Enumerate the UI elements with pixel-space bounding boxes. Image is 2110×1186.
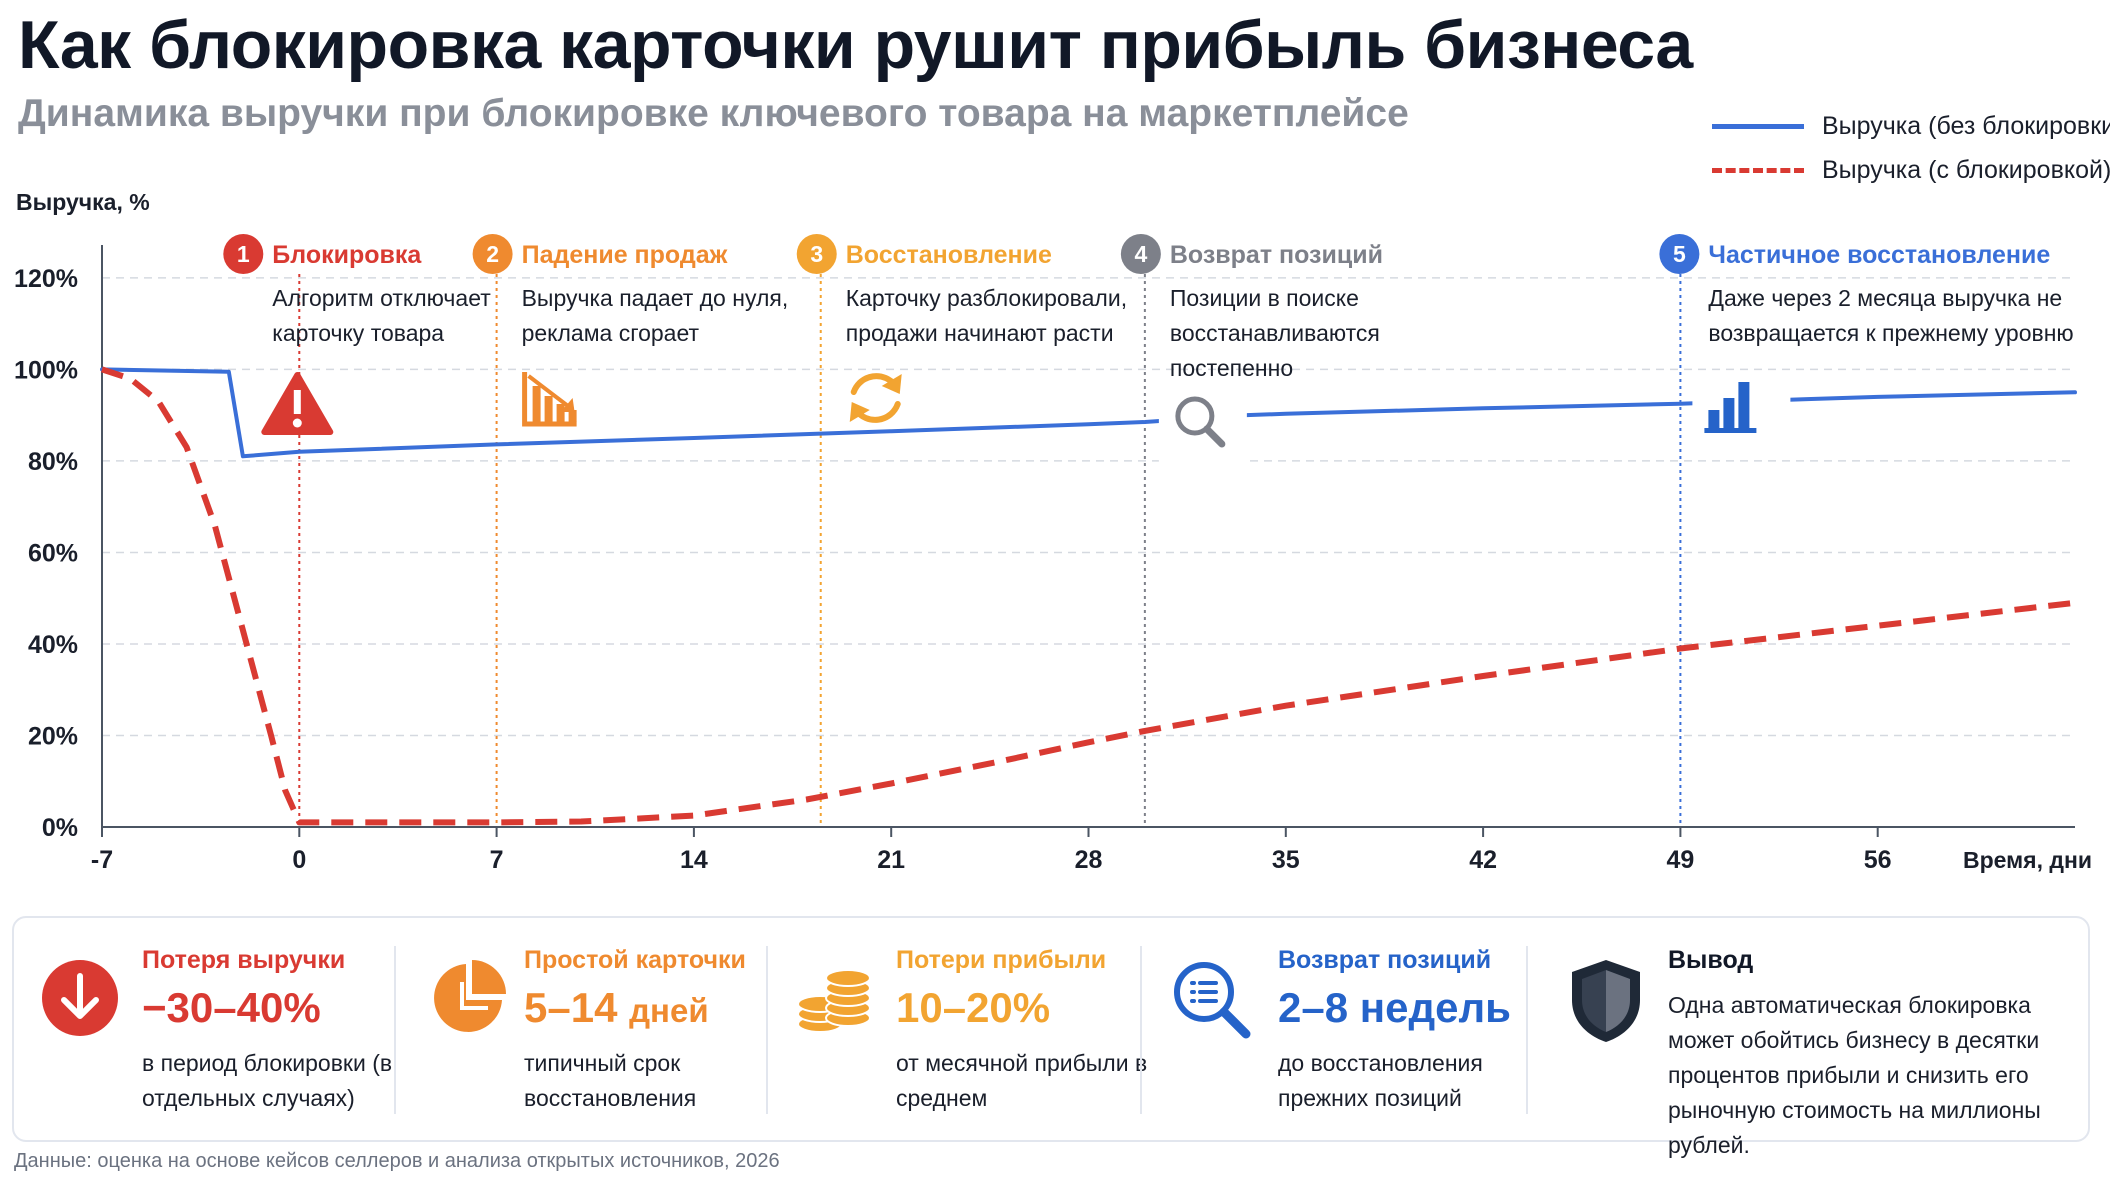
event-description-line: постепенно <box>1170 355 1293 381</box>
event-description-line: Позиции в поиске <box>1170 285 1359 311</box>
event-number: 4 <box>1134 241 1147 267</box>
page-title: Как блокировка карточки рушит прибыль би… <box>18 7 1693 83</box>
card-revenue-loss-text: в период блокировки (в отдельных случаях… <box>142 1050 393 1111</box>
card-downtime-text: типичный срок восстановления <box>524 1050 697 1111</box>
card-conclusion-title: Вывод <box>1668 946 1754 974</box>
event-title: Возврат позиций <box>1170 241 1383 269</box>
x-tick-label: 35 <box>1272 846 1300 874</box>
legend-swatch-solid <box>1712 123 1804 129</box>
x-tick-label: 7 <box>490 846 504 874</box>
arrow-down-icon <box>42 960 118 1036</box>
x-tick-label: 28 <box>1075 846 1103 874</box>
card-revenue-loss: Потеря выручки −30–40% в период блокиров… <box>14 918 394 1144</box>
x-tick-label: 21 <box>877 846 905 874</box>
card-position-return-text: до восстановления прежних позиций <box>1278 1050 1483 1111</box>
event-description-line: Даже через 2 месяца выручка не <box>1708 285 2062 311</box>
event-title: Частичное восстановление <box>1708 241 2050 269</box>
event-number-badge <box>1120 234 1161 274</box>
y-axis-title: Выручка, % <box>16 189 150 215</box>
shield-icon <box>1572 960 1640 1042</box>
card-conclusion: Вывод Одна автоматическая блокировка мож… <box>1528 918 2088 1158</box>
search-list-icon <box>1174 962 1251 1039</box>
bar-chart-icon <box>1692 380 1791 438</box>
event-description-line: продажи начинают расти <box>846 320 1114 346</box>
summary-cards-panel: Потеря выручки −30–40% в период блокиров… <box>12 916 2090 1158</box>
card-downtime-value: 5–14 дней <box>524 984 709 1032</box>
event-title: Падение продаж <box>522 241 728 269</box>
search-icon <box>1158 384 1247 464</box>
x-tick-label: 42 <box>1469 846 1497 874</box>
revenue-line-chart: Выручка, %0%20%40%60%80%100%120%-7 0 7 14 21… <box>14 189 2092 874</box>
y-tick-label: 0% <box>42 814 78 842</box>
card-divider <box>1140 946 1142 1114</box>
event-description-line: карточку товара <box>272 320 444 346</box>
x-tick-label: 49 <box>1666 846 1694 874</box>
card-downtime-title: Простой карточки <box>524 946 746 974</box>
y-tick-label: 40% <box>28 631 78 659</box>
x-tick-label: 14 <box>680 846 708 874</box>
series-line-blocked <box>101 366 2076 826</box>
event-description-line: Выручка падает до нуля, <box>522 285 789 311</box>
y-tick-label: 80% <box>28 448 78 476</box>
card-downtime: Простой карточки 5–14 дней типичный срок… <box>396 918 766 1144</box>
declining-chart-icon <box>522 372 577 427</box>
x-tick-label: 0 <box>292 846 306 874</box>
event-number: 3 <box>810 241 823 267</box>
event-number-badge <box>223 234 264 274</box>
event-number: 1 <box>237 241 250 267</box>
source-note: Данные: оценка на основе кейсов селлеров… <box>14 1150 780 1172</box>
warning-icon <box>261 372 334 435</box>
x-axis-title: Время, дни <box>1963 847 2092 873</box>
event-title: Восстановление <box>846 241 1052 269</box>
card-divider <box>766 946 768 1114</box>
pie-chart-icon <box>434 960 506 1032</box>
card-profit-loss: Потери прибыли 10–20% от месячной прибыл… <box>768 918 1147 1144</box>
card-profit-loss-title: Потери прибыли <box>896 946 1107 974</box>
event-number: 5 <box>1673 241 1686 267</box>
event-title: Блокировка <box>272 241 422 269</box>
x-tick-label: -7 <box>91 846 113 874</box>
card-divider <box>394 946 396 1114</box>
event-description-line: восстанавливаются <box>1170 320 1380 346</box>
card-revenue-loss-title: Потеря выручки <box>142 946 346 974</box>
y-tick-label: 60% <box>28 539 78 567</box>
event-description-line: Карточку разблокировали, <box>846 285 1127 311</box>
refresh-icon <box>849 373 902 423</box>
card-divider <box>1526 946 1528 1114</box>
legend-item-dashed: Выручка (с блокировкой) <box>1712 148 2110 192</box>
card-conclusion-text: Одна автоматическая блокировка может обо… <box>1668 992 2041 1158</box>
coins-icon <box>797 969 871 1033</box>
event-description-line: Алгоритм отключает <box>272 285 491 311</box>
chart-legend: Выручка (без блокировки) Выручка (с блок… <box>1712 104 2110 192</box>
card-profit-loss-text: от месячной прибыли в среднем <box>896 1050 1148 1111</box>
event-number-badge <box>472 234 513 274</box>
page-subtitle: Динамика выручки при блокировке ключевог… <box>18 92 1409 135</box>
event-number-badge <box>1659 234 1700 274</box>
card-position-return: Возврат позиций 2–8 недель до восстановл… <box>1142 918 1526 1144</box>
event-description-line: реклама сгорает <box>522 320 700 346</box>
event-description-line: возвращается к прежнему уровню <box>1708 320 2073 346</box>
card-position-return-value: 2–8 недель <box>1278 984 1511 1031</box>
x-tick-label: 56 <box>1864 846 1892 874</box>
card-position-return-title: Возврат позиций <box>1278 946 1492 974</box>
y-tick-label: 20% <box>28 722 78 750</box>
legend-label-dashed: Выручка (с блокировкой) <box>1822 155 2110 184</box>
card-downtime-unit: дней <box>629 992 709 1029</box>
y-tick-label: 120% <box>14 265 78 293</box>
card-revenue-loss-value: −30–40% <box>142 984 321 1031</box>
y-tick-label: 100% <box>14 356 78 384</box>
legend-label-solid: Выручка (без блокировки) <box>1822 111 2110 140</box>
event-number-badge <box>796 234 837 274</box>
legend-swatch-dashed <box>1712 167 1804 173</box>
legend-item-solid: Выручка (без блокировки) <box>1712 104 2110 148</box>
event-number: 2 <box>486 241 499 267</box>
card-profit-loss-value: 10–20% <box>896 984 1051 1031</box>
card-downtime-number: 5–14 <box>524 984 618 1031</box>
